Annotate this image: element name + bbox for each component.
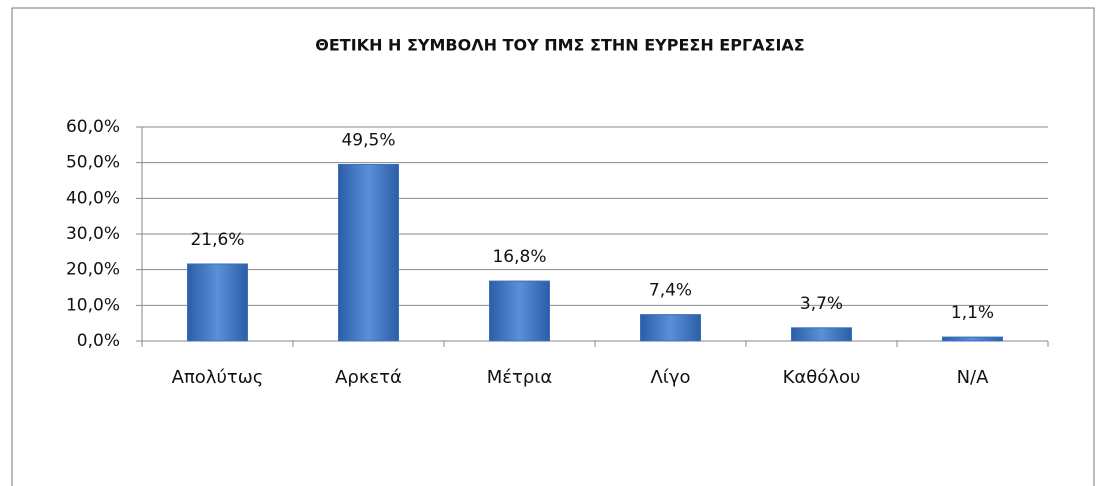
x-tick-label: Λίγο	[650, 367, 690, 388]
data-label: 49,5%	[341, 130, 395, 150]
chart-title: ΘΕΤΙΚΗ Η ΣΥΜΒΟΛΗ ΤΟΥ ΠΜΣ ΣΤΗΝ ΕΥΡΕΣΗ ΕΡΓ…	[315, 36, 804, 55]
x-tick-label: N/A	[957, 367, 990, 388]
data-label: 3,7%	[800, 294, 843, 314]
y-tick-label: 30,0%	[66, 224, 120, 244]
y-tick-label: 60,0%	[66, 117, 120, 137]
data-label: 16,8%	[492, 247, 546, 267]
x-tick-label: Αρκετά	[335, 367, 402, 388]
data-label: 1,1%	[951, 303, 994, 323]
x-tick-label: Απολύτως	[172, 367, 264, 388]
data-label: 7,4%	[649, 281, 692, 301]
bar	[942, 336, 1003, 342]
y-tick-label: 0,0%	[77, 331, 120, 351]
bar	[640, 314, 701, 342]
data-label: 21,6%	[190, 230, 244, 250]
y-tick-label: 20,0%	[66, 260, 120, 280]
x-tick-label: Καθόλου	[783, 367, 861, 388]
bar	[489, 280, 550, 342]
bar	[187, 263, 248, 342]
y-tick-label: 50,0%	[66, 153, 120, 173]
chart-frame	[11, 7, 1095, 486]
y-tick-label: 10,0%	[66, 295, 120, 315]
bar	[338, 163, 399, 342]
bar	[791, 327, 852, 342]
y-tick-label: 40,0%	[66, 188, 120, 208]
x-tick-label: Μέτρια	[487, 367, 552, 388]
